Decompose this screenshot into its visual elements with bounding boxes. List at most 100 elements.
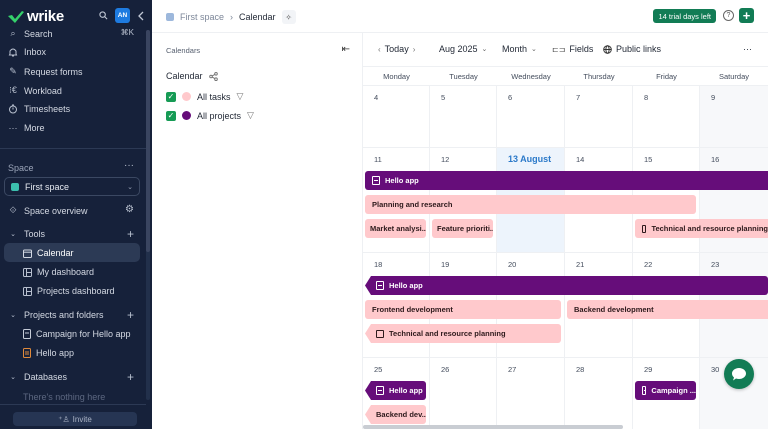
- day-number: 21: [576, 260, 585, 269]
- day-number: 23: [711, 260, 720, 269]
- stopwatch-icon: [9, 104, 17, 114]
- sidebar-item-label: Space overview: [24, 205, 88, 216]
- fields-button[interactable]: ⊏⊐ Fields: [552, 44, 593, 54]
- event-label: Hello app: [389, 386, 423, 395]
- sidebar-item-hello-app[interactable]: Hello app: [23, 348, 74, 358]
- event-task-technical-and-resource-planning[interactable]: Technical and resource planning: [635, 219, 768, 238]
- day-cell[interactable]: 6: [497, 86, 565, 147]
- sidebar-scrollbar[interactable]: [146, 30, 150, 252]
- day-cell[interactable]: 25: [363, 358, 430, 429]
- more-options-icon[interactable]: ···: [743, 44, 752, 54]
- add-tool-icon[interactable]: +: [126, 227, 134, 241]
- sidebar-item-label: Calendar: [37, 248, 74, 258]
- tools-section-label: Tools: [24, 229, 46, 239]
- day-cell[interactable]: 27: [497, 358, 565, 429]
- breadcrumb-first-space[interactable]: First space: [180, 12, 225, 22]
- event-task-backend-development[interactable]: Backend dev...: [365, 405, 426, 424]
- pin-icon[interactable]: ✧: [281, 10, 296, 24]
- event-task-technical-and-resource-planning[interactable]: Technical and resource planning: [365, 324, 561, 343]
- invite-button[interactable]: ⁺♙ Invite: [13, 412, 137, 426]
- dashboard-icon: [23, 286, 32, 296]
- next-icon[interactable]: ›: [412, 44, 416, 54]
- day-cell[interactable]: 5: [430, 86, 497, 147]
- invite-label: Invite: [72, 414, 92, 424]
- sidebar-item-request-forms[interactable]: ✎ Request forms: [8, 66, 82, 77]
- gear-icon[interactable]: ⚙: [125, 204, 134, 215]
- collapse-sidebar-icon[interactable]: [137, 11, 144, 21]
- share-icon[interactable]: [208, 71, 218, 81]
- chat-bubble-icon: [732, 367, 746, 380]
- event-project-hello-app[interactable]: Hello app: [365, 276, 768, 295]
- day-cell[interactable]: 28: [565, 358, 633, 429]
- today-button[interactable]: Today: [384, 44, 409, 54]
- horizontal-scrollbar[interactable]: [363, 425, 623, 429]
- day-cell[interactable]: 20: [497, 253, 565, 357]
- day-cell[interactable]: 8: [633, 86, 700, 147]
- space-selector[interactable]: First space ⌄: [4, 177, 140, 196]
- public-links-button[interactable]: Public links: [603, 44, 661, 54]
- help-icon[interactable]: ?: [723, 10, 734, 21]
- tools-section-header[interactable]: ⌄ Tools: [8, 229, 45, 239]
- sidebar-item-space-overview[interactable]: ⟐ Space overview: [8, 205, 88, 216]
- add-button[interactable]: +: [739, 8, 754, 23]
- sidebar-item-calendar[interactable]: Calendar: [23, 248, 74, 258]
- day-number: 29: [644, 365, 653, 374]
- weekday-label: Tuesday: [449, 72, 478, 81]
- event-project-hello-app[interactable]: Hello app: [365, 381, 426, 400]
- wrike-logo[interactable]: wrike: [8, 8, 64, 25]
- sidebar-item-more[interactable]: ··· More: [8, 123, 45, 133]
- sidebar-item-campaign-for-hello-app[interactable]: Campaign for Hello app: [23, 329, 131, 339]
- sidebar-item-inbox[interactable]: Inbox: [8, 47, 46, 57]
- event-task-planning-and-research[interactable]: Planning and research: [365, 195, 696, 214]
- week-row: 18 19 20 21 22 23 Hello app Frontend dev…: [363, 253, 768, 358]
- workload-icon: ⁝€: [9, 85, 17, 95]
- event-project-campaign[interactable]: Campaign ...: [635, 381, 696, 400]
- day-cell[interactable]: 29: [633, 358, 700, 429]
- add-project-icon[interactable]: +: [126, 308, 134, 322]
- day-number: 8: [644, 93, 649, 102]
- bell-icon: [8, 48, 18, 57]
- prev-icon[interactable]: ‹: [378, 44, 381, 54]
- project-icon: [642, 386, 647, 395]
- event-task-backend-development[interactable]: Backend development: [567, 300, 768, 319]
- checkbox-checked-icon[interactable]: ✓: [166, 91, 176, 102]
- view-select[interactable]: Month ⌄: [502, 44, 537, 54]
- day-cell[interactable]: 9: [700, 86, 768, 147]
- day-cell[interactable]: 7: [565, 86, 633, 147]
- event-task-frontend-development[interactable]: Frontend development: [365, 300, 561, 319]
- space-icon: [166, 13, 174, 21]
- search-icon[interactable]: [99, 11, 108, 20]
- day-cell[interactable]: 15: [633, 148, 700, 252]
- day-cell[interactable]: 26: [430, 358, 497, 429]
- avatar[interactable]: AN: [115, 8, 130, 23]
- project-icon: [376, 386, 384, 395]
- day-cell[interactable]: 4: [363, 86, 430, 147]
- space-more-icon[interactable]: ···: [124, 160, 134, 171]
- projects-section-header[interactable]: ⌄ Projects and folders: [8, 310, 103, 320]
- add-database-icon[interactable]: +: [126, 370, 134, 384]
- sidebar-item-projects-dashboard[interactable]: Projects dashboard: [23, 286, 115, 296]
- collapse-panel-icon[interactable]: ⇤: [341, 44, 350, 55]
- sidebar-item-search[interactable]: ⌕ Search: [8, 28, 52, 39]
- calendar-item-all-tasks[interactable]: ✓ All tasks ▽: [166, 91, 243, 102]
- event-task-feature-prioritization[interactable]: Feature prioriti...: [432, 219, 493, 238]
- checkbox-checked-icon[interactable]: ✓: [166, 110, 176, 121]
- event-project-hello-app[interactable]: Hello app: [365, 171, 768, 190]
- sidebar-item-label: Hello app: [36, 348, 75, 358]
- period-select[interactable]: Aug 2025 ⌄: [439, 44, 487, 54]
- databases-section-header[interactable]: ⌄ Databases: [8, 372, 67, 382]
- filter-icon[interactable]: ▽: [247, 110, 254, 120]
- trial-badge[interactable]: 14 trial days left: [653, 9, 716, 23]
- filter-icon[interactable]: ▽: [236, 91, 244, 101]
- chat-button[interactable]: [724, 359, 754, 389]
- event-label: Market analysi...: [370, 224, 426, 233]
- day-number: 11: [374, 155, 382, 164]
- sidebar-item-my-dashboard[interactable]: My dashboard: [23, 267, 94, 277]
- event-task-market-analysis[interactable]: Market analysi...: [365, 219, 426, 238]
- day-number: 25: [374, 365, 383, 374]
- event-label: Planning and research: [372, 200, 453, 209]
- sidebar-item-timesheets[interactable]: Timesheets: [8, 104, 70, 114]
- day-number: 30: [711, 365, 720, 374]
- sidebar-item-workload[interactable]: ⁝€ Workload: [8, 85, 62, 96]
- calendar-item-all-projects[interactable]: ✓ All projects ▽: [166, 110, 254, 121]
